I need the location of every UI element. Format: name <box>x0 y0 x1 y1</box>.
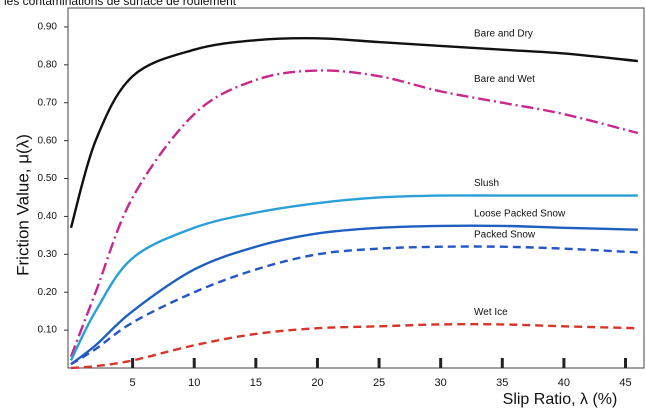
y-tick-label: 0.80 <box>38 59 58 70</box>
chart-title: les contaminations de surface de rouleme… <box>4 0 237 8</box>
series-line <box>70 224 638 366</box>
y-tick-label: 0.30 <box>38 249 58 260</box>
y-tick-label: 0.70 <box>38 97 58 108</box>
x-tick-label: 25 <box>373 377 385 389</box>
y-tick-label: 0.10 <box>38 325 58 336</box>
x-tick-label: 15 <box>250 377 262 389</box>
x-tick-label: 10 <box>188 377 200 389</box>
x-tick-label: 40 <box>558 377 570 389</box>
series-line <box>69 69 639 358</box>
y-tick-label: 0.50 <box>38 173 58 184</box>
y-tick-label: 0.20 <box>38 287 58 298</box>
series-label: Bare and Wet <box>474 74 535 85</box>
y-axis-label: Friction Value, μ(λ) <box>13 134 32 276</box>
x-tick-label: 20 <box>311 377 323 389</box>
y-tick-label: 0.40 <box>38 211 58 222</box>
x-tick-label: 30 <box>435 377 447 389</box>
x-axis-label: Slip Ratio, λ (%) <box>503 391 618 408</box>
series-label: Packed Snow <box>474 229 536 240</box>
series-label: Loose Packed Snow <box>474 209 566 220</box>
plot-frame <box>67 7 645 369</box>
x-tick-label: 45 <box>619 377 631 389</box>
series-line <box>69 194 638 361</box>
series-line <box>70 322 638 370</box>
series-label: Slush <box>474 178 499 189</box>
y-tick-label: 0.60 <box>38 135 58 146</box>
y-tick-label: 0.90 <box>38 22 58 33</box>
series-line <box>69 37 638 229</box>
series-line <box>70 245 638 366</box>
x-tick-label: 5 <box>130 377 136 389</box>
series-label: Wet Ice <box>474 307 508 318</box>
series-label: Bare and Dry <box>474 29 533 40</box>
x-tick-label: 35 <box>496 377 508 389</box>
